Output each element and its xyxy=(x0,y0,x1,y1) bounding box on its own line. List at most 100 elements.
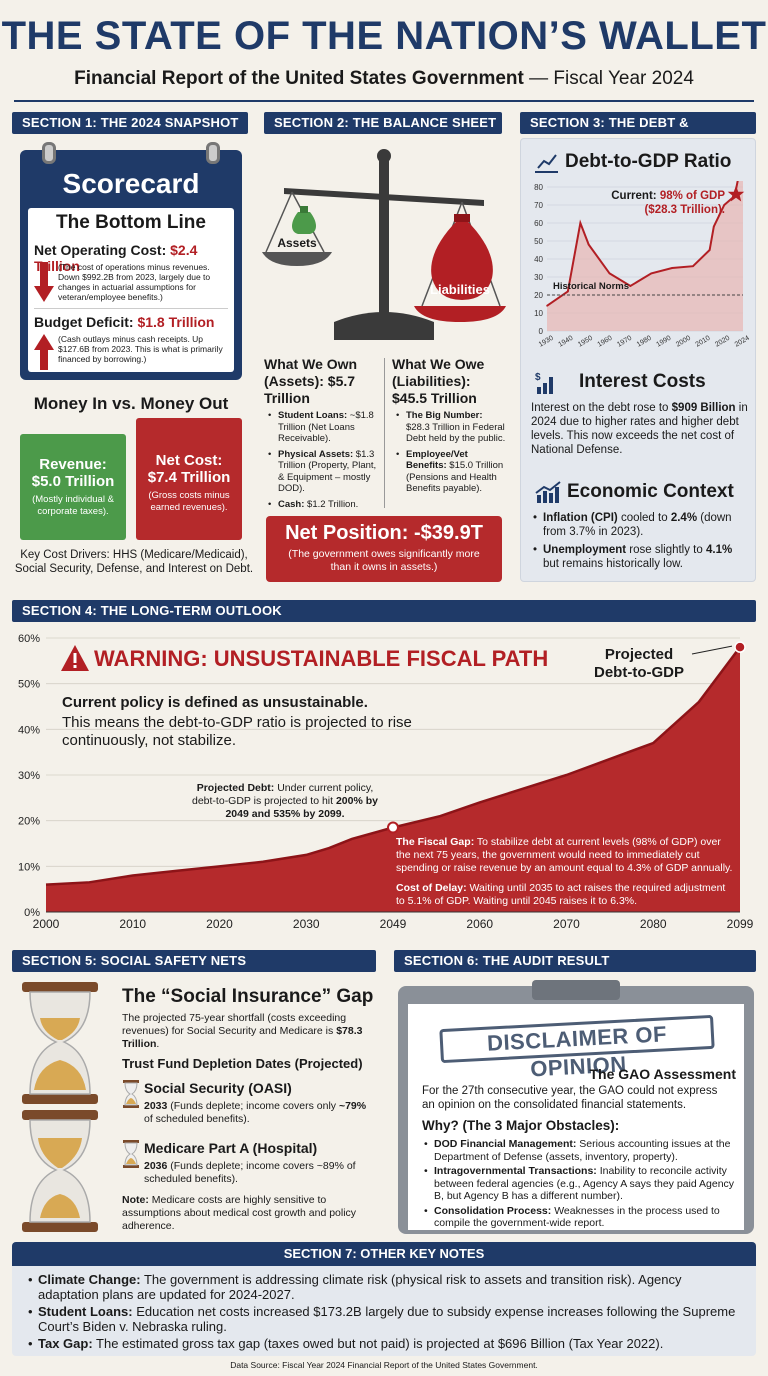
revenue-box: Revenue: $5.0 Trillion (Mostly individua… xyxy=(20,434,126,540)
projection-area xyxy=(46,647,740,912)
disclaimer-stamp: DISCLAIMER OF OPINION xyxy=(439,1014,715,1081)
x-tick-label: 2000 xyxy=(675,335,692,349)
long-term-outlook-chart: 0% 10% 20% 30% 40% 50% 60% 2000 2010 2020 2030 2049… xyxy=(18,633,754,931)
section7-heading: SECTION 7: OTHER KEY NOTES xyxy=(12,1242,756,1266)
gao-title: The GAO Assessment xyxy=(589,1066,736,1082)
section3-panel: Debt-to-GDP Ratio 0 10 20 30 40 50 60 70 80 1930 1… xyxy=(520,138,756,582)
data-source: Data Source: Fiscal Year 2024 Financial … xyxy=(230,1360,538,1370)
debt-point xyxy=(650,272,653,275)
ss-text: 2033 (Funds deplete; income covers only … xyxy=(144,1100,367,1125)
x-tick-label: 2030 xyxy=(293,917,320,931)
econ-title: Economic Context xyxy=(567,481,734,502)
section3-heading: SECTION 3: THE DEBT & INFLATION xyxy=(520,112,756,152)
binder-ring-icon xyxy=(206,142,220,164)
debt-point xyxy=(587,243,590,246)
netcost-value: $7.4 Trillion xyxy=(147,469,231,486)
up-arrow-icon xyxy=(34,334,54,370)
point-2099 xyxy=(734,641,746,653)
depletion-title: Trust Fund Depletion Dates (Projected) xyxy=(122,1056,363,1071)
debt-chart-title: Debt-to-GDP Ratio xyxy=(565,151,732,172)
y-tick-label: 60 xyxy=(534,219,543,228)
obstacle-item: Intragovernmental Transactions: Inabilit… xyxy=(424,1165,736,1203)
y-tick-label: 30 xyxy=(534,273,543,282)
page-title: THE STATE OF THE NATION’S WALLET xyxy=(1,14,767,58)
fiscal-gap-text: The Fiscal Gap: To stabilize debt at cur… xyxy=(396,836,733,874)
assets-title: What We Own (Assets): $5.7 Trillion xyxy=(264,356,358,406)
scorecard-divider xyxy=(34,308,228,309)
y-tick-label: 20 xyxy=(534,291,543,300)
obstacles-list: DOD Financial Management: Serious accoun… xyxy=(424,1138,736,1230)
deficit-note: (Cash outlays minus cash receipts. Up $1… xyxy=(58,334,223,364)
debt-to-gdp-chart: 0 10 20 30 40 50 60 70 80 1930 1940 1950 1960 1970 198… xyxy=(534,181,751,349)
subtitle-rest: — Fiscal Year 2024 xyxy=(523,68,694,89)
y-tick-label: 50% xyxy=(18,679,40,691)
x-tick-label: 2020 xyxy=(714,335,731,349)
bottom-line-title: The Bottom Line xyxy=(56,212,206,233)
liabilities-pan-label: Liabilities xyxy=(430,282,490,297)
section2-heading: SECTION 2: THE BALANCE SHEET xyxy=(264,112,502,134)
econ-item: Inflation (CPI) cooled to 2.4% (down fro… xyxy=(533,511,749,539)
debt-point xyxy=(671,267,673,269)
y-tick-label: 20% xyxy=(18,816,40,828)
projection-line xyxy=(45,646,742,886)
x-tick-label: 1950 xyxy=(577,335,594,349)
budget-deficit: Budget Deficit: $1.8 Trillion xyxy=(34,314,215,330)
debt-point xyxy=(579,222,582,224)
x-tick-label: 2070 xyxy=(553,917,580,931)
y-tick-label: 70 xyxy=(534,201,543,210)
obstacle-item: DOD Financial Management: Serious accoun… xyxy=(424,1138,736,1163)
hourglass-icon xyxy=(18,982,102,1232)
liabilities-title: What We Owe (Liabilities): $45.5 Trillio… xyxy=(392,356,485,406)
assets-list: Student Loans: ~$1.8 Trillion (Net Loans… xyxy=(268,410,380,510)
debt-point xyxy=(692,265,694,267)
x-tick-label: 2060 xyxy=(466,917,493,931)
asset-item: Student Loans: ~$1.8 Trillion (Net Loans… xyxy=(268,410,380,445)
debt-area xyxy=(547,181,743,331)
y-tick-label: 40% xyxy=(18,724,40,736)
key-note-item: Student Loans: Education net costs incre… xyxy=(28,1304,744,1334)
trend-chart-icon xyxy=(535,481,561,503)
small-hourglass-icon xyxy=(122,1140,140,1168)
medicare-text: 2036 (Funds deplete; income covers ~89% … xyxy=(144,1160,356,1185)
x-tick-label: 2010 xyxy=(119,917,146,931)
y-tick-label: 60% xyxy=(18,633,40,645)
x-tick-label: 2099 xyxy=(727,917,754,931)
balance-scale-icon: Assets Liabilities xyxy=(262,142,506,350)
x-tick-label: 2000 xyxy=(33,917,60,931)
scorecard-title: Scorecard xyxy=(62,168,200,199)
scorecard-paper: The Bottom Line Net Operating Cost: $2.4… xyxy=(28,208,234,372)
assets-pan-label: Assets xyxy=(277,236,317,250)
revenue-value: $5.0 Trillion xyxy=(31,473,115,490)
y-tick-label: 0 xyxy=(539,327,544,336)
clipboard-clip-icon xyxy=(532,980,620,1000)
bar-chart-dollar-icon: $ xyxy=(535,371,557,395)
y-tick-label: 30% xyxy=(18,770,40,782)
key-note-item: Tax Gap: The estimated gross tax gap (ta… xyxy=(28,1336,744,1351)
page-subtitle: Financial Report of the United States Go… xyxy=(0,68,768,90)
social-gap-title: The “Social Insurance” Gap xyxy=(122,986,374,1007)
section7-panel: SECTION 7: OTHER KEY NOTES Climate Chang… xyxy=(12,1242,756,1356)
revenue-label: Revenue: xyxy=(39,456,107,473)
y-tick-label: 40 xyxy=(534,255,543,264)
subtitle-bold: Financial Report of the United States Go… xyxy=(74,68,524,89)
econ-list: Inflation (CPI) cooled to 2.4% (down fro… xyxy=(533,511,749,571)
debt-point xyxy=(567,290,569,293)
section6-heading: SECTION 6: THE AUDIT RESULT xyxy=(394,950,756,972)
net-cost-box: Net Cost: $7.4 Trillion (Gross costs min… xyxy=(136,418,242,540)
liabilities-list: The Big Number: $28.3 Trillion in Federa… xyxy=(396,410,506,495)
net-operating-note: (The cost of operations minus revenues. … xyxy=(58,262,211,302)
warning-title: WARNING: UNSUSTAINABLE FISCAL PATH xyxy=(94,646,549,671)
cost-of-delay-text: Cost of Delay: Waiting until 2035 to act… xyxy=(396,882,726,907)
net-position-box: Net Position: -$39.9T (The government ow… xyxy=(266,516,502,582)
section4-heading: SECTION 4: THE LONG-TERM OUTLOOK xyxy=(12,600,756,622)
why-title: Why? (The 3 Major Obstacles): xyxy=(422,1118,620,1133)
x-tick-label: 1980 xyxy=(636,335,653,349)
key-notes-list: Climate Change: The government is addres… xyxy=(28,1272,744,1351)
scorecard-board: Scorecard The Bottom Line Net Operating … xyxy=(20,142,242,380)
clipboard: DISCLAIMER OF OPINION The GAO Assessment… xyxy=(398,980,754,1234)
liability-item: The Big Number: $28.3 Trillion in Federa… xyxy=(396,410,506,445)
section1-heading: SECTION 1: THE 2024 SNAPSHOT xyxy=(12,112,248,134)
y-tick-label: 0% xyxy=(24,907,40,919)
debt-point xyxy=(546,305,548,307)
small-hourglass-icon xyxy=(122,1080,140,1108)
